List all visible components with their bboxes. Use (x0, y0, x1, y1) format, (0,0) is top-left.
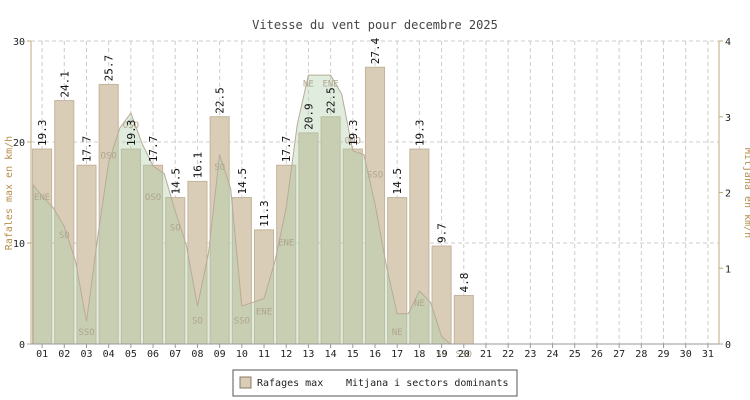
direction-label: ENE (256, 307, 272, 317)
x-tick-label: 14 (325, 349, 337, 360)
direction-label: NE (392, 328, 403, 338)
x-tick-label: 27 (613, 349, 625, 360)
direction-label: SSO (456, 350, 472, 360)
legend-box (232, 369, 518, 397)
bar-value-label: 14.5 (169, 168, 182, 195)
y-axis-label: Rafales max en km/h (4, 136, 15, 250)
direction-label: SSO (78, 328, 94, 338)
y2-tick-label: 1 (725, 264, 731, 275)
direction-label: NE (414, 299, 425, 309)
bar-value-label: 14.5 (391, 168, 404, 195)
direction-label: OSO (145, 193, 161, 203)
x-tick-label: 10 (236, 349, 248, 360)
y-tick-label: 30 (13, 37, 25, 48)
bar-value-label: 9.7 (436, 223, 449, 243)
bar-value-label: 17.7 (80, 136, 93, 163)
x-tick-label: 04 (103, 349, 115, 360)
bar-value-label: 24.1 (58, 71, 71, 98)
direction-label: SO (170, 223, 181, 233)
direction-label: SO (214, 163, 225, 173)
x-tick-label: 28 (635, 349, 647, 360)
direction-label: SO (192, 317, 203, 327)
bar-value-label: 4.8 (458, 273, 471, 293)
direction-labels: ENE SO SSO OSO OSO OSO SO SO SO SSO ENE ENE NE ENE ONO… (34, 79, 472, 359)
y-tick-label: 20 (13, 138, 25, 149)
bar-value-label: 16.1 (191, 152, 204, 179)
y2-tick-label: 2 (725, 189, 731, 200)
bar-value-label: 17.7 (147, 136, 160, 163)
direction-label: SO (59, 231, 70, 241)
x-tick-label: 09 (214, 349, 226, 360)
legend-item-average: Mitjana i sectors dominants (346, 378, 509, 389)
x-tick-label: 03 (80, 349, 92, 360)
x-tick-label: 18 (413, 349, 425, 360)
x-tick-label: 07 (169, 349, 181, 360)
x-tick-label: 20 (458, 349, 470, 360)
x-tick-label: 11 (258, 349, 270, 360)
bar-value-label: 20.9 (302, 103, 315, 130)
x-tick-label: 24 (547, 349, 559, 360)
x-tick-label: 25 (569, 349, 581, 360)
x-tick-label: 01 (36, 349, 48, 360)
x-tick-label: 19 (436, 349, 448, 360)
x-tick-label: 21 (480, 349, 492, 360)
x-tick-label: 17 (391, 349, 403, 360)
area-series (32, 74, 452, 345)
direction-label: ENE (322, 79, 338, 89)
y2-tick-label: 3 (725, 113, 731, 124)
bar-value-label: 22.5 (214, 87, 227, 114)
x-tick-label: 29 (657, 349, 669, 360)
chart-title: Vitesse du vent pour decembre 2025 (252, 18, 498, 32)
bar-series (32, 66, 474, 345)
bar-value-label: 17.7 (280, 136, 293, 163)
average-wind-area (32, 74, 452, 345)
direction-label: OSO (101, 151, 117, 161)
x-tick-label: 31 (702, 349, 714, 360)
y2-tick-label: 0 (725, 340, 731, 351)
x-tick-label: 23 (524, 349, 536, 360)
x-tick-label: 02 (58, 349, 70, 360)
y-tick-label: 0 (19, 340, 25, 351)
bar-value-label: 22.5 (325, 87, 338, 114)
direction-label: ONO (345, 136, 361, 146)
x-tick-label: 30 (680, 349, 692, 360)
legend-item-bars: Rafages max (257, 378, 323, 389)
direction-label: SSO (234, 317, 250, 327)
legend-swatch-bars (239, 376, 252, 389)
y2-tick-label: 4 (725, 37, 731, 48)
bar-value-labels: 19.3 24.1 17.7 25.7 19.3 17.7 14.5 16.1 22.5 14.5… (36, 37, 471, 292)
x-tick-label: 16 (369, 349, 381, 360)
direction-label: SO (436, 350, 447, 360)
x-tick-label: 26 (591, 349, 603, 360)
bar-day-20 (453, 295, 474, 345)
x-tick-label: 08 (191, 349, 203, 360)
bar-value-label: 19.3 (347, 120, 360, 147)
x-tick-label: 15 (347, 349, 359, 360)
x-tick-label: 12 (280, 349, 292, 360)
x-tick-label: 06 (147, 349, 159, 360)
bar-value-label: 14.5 (236, 168, 249, 195)
bar-value-label: 27.4 (369, 37, 382, 64)
direction-label: OSO (123, 121, 139, 131)
direction-label: SSO (367, 170, 383, 180)
y-tick-label: 10 (13, 239, 25, 250)
direction-label: NE (303, 79, 314, 89)
x-tick-label: 22 (502, 349, 514, 360)
bar-value-label: 25.7 (103, 55, 116, 82)
bar-value-label: 19.3 (413, 120, 426, 147)
bar-value-label: 11.3 (258, 200, 271, 227)
bar-value-label: 19.3 (125, 120, 138, 147)
x-tick-label: 05 (125, 349, 137, 360)
direction-label: ENE (278, 239, 294, 249)
y2-axis-label: Mitjana en km/h (742, 148, 750, 238)
bar-value-label: 19.3 (36, 120, 49, 147)
direction-label: ENE (34, 193, 50, 203)
legend: Rafages max Mitjana i sectors dominants (232, 369, 518, 397)
x-tick-label: 13 (302, 349, 314, 360)
